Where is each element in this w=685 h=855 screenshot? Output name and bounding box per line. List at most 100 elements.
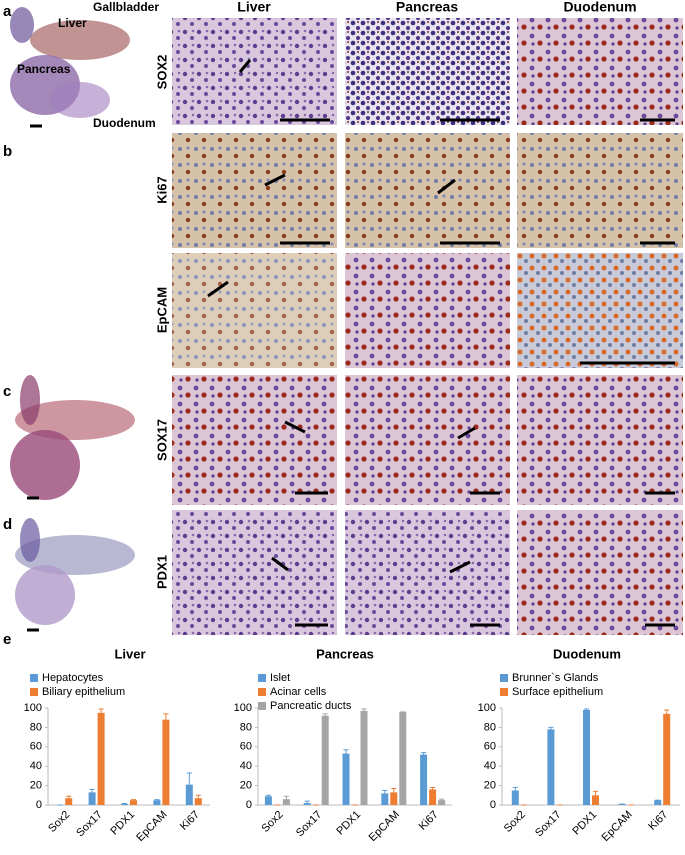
y-tick-label: 40	[484, 760, 496, 772]
bar	[342, 753, 350, 805]
bar	[381, 793, 389, 805]
row-label: PDX1	[154, 555, 169, 589]
error-bar	[265, 794, 271, 797]
panel-label: b	[3, 143, 12, 160]
y-tick-label: 0	[36, 799, 42, 811]
bar	[592, 795, 599, 805]
error-bar	[89, 788, 95, 793]
bar	[153, 800, 161, 805]
bar	[88, 792, 96, 805]
row-label: SOX17	[154, 419, 169, 461]
chart-title: Pancreas	[316, 646, 374, 661]
bar	[420, 754, 428, 805]
y-tick-label: 100	[478, 702, 496, 714]
legend-swatch	[500, 688, 508, 696]
bar	[654, 800, 662, 805]
error-bar	[283, 795, 289, 800]
legend-label: Hepatocytes	[42, 672, 104, 684]
error-bar	[421, 752, 427, 755]
legend-label: Brunner`s Glands	[512, 672, 599, 684]
legend-label: Pancreatic ducts	[270, 700, 352, 712]
y-tick-label: 40	[240, 760, 252, 772]
legend-label: Islet	[270, 672, 290, 684]
x-tick-label: EpCAM	[367, 809, 402, 844]
bar	[65, 798, 73, 805]
chart-title: Liver	[114, 646, 145, 661]
y-tick-label: 60	[240, 741, 252, 753]
bar	[429, 789, 437, 805]
bar	[185, 784, 193, 805]
error-bar	[430, 787, 436, 790]
y-tick-label: 100	[234, 702, 252, 714]
bar	[360, 710, 368, 805]
y-tick-label: 60	[30, 741, 42, 753]
error-bar	[361, 708, 367, 711]
panel-label: e	[3, 631, 11, 648]
y-tick-label: 0	[490, 799, 496, 811]
x-tick-label: PDX1	[334, 809, 363, 838]
error-bar	[343, 749, 349, 754]
error-bar	[98, 708, 104, 713]
y-tick-label: 20	[240, 780, 252, 792]
x-tick-label: Sox17	[533, 809, 564, 840]
y-tick-label: 60	[484, 741, 496, 753]
legend-swatch	[258, 688, 266, 696]
bar	[321, 715, 329, 805]
x-tick-label: Sox2	[46, 809, 72, 835]
bar	[194, 798, 202, 805]
y-tick-label: 40	[30, 760, 42, 772]
bar	[130, 800, 137, 805]
error-bar	[304, 800, 310, 804]
micrographs	[172, 18, 683, 635]
error-bar	[439, 798, 445, 801]
panel-label: c	[3, 383, 11, 400]
error-bar	[66, 795, 72, 799]
overview-images	[10, 7, 135, 632]
y-tick-label: 20	[30, 780, 42, 792]
y-tick-label: 80	[240, 721, 252, 733]
bar	[303, 803, 311, 805]
legend-label: Biliary epithelium	[42, 686, 125, 698]
bar	[121, 804, 128, 805]
y-tick-label: 100	[24, 702, 42, 714]
x-tick-label: EpCAM	[134, 809, 169, 844]
column-header: Duodenum	[563, 0, 636, 15]
legend-swatch	[500, 674, 508, 682]
error-bar	[322, 713, 328, 716]
x-tick-label: PDX1	[108, 809, 137, 838]
bar	[162, 719, 170, 805]
y-tick-label: 0	[246, 799, 252, 811]
bar	[390, 792, 398, 805]
error-bar	[163, 713, 169, 720]
panel-label: d	[3, 516, 12, 533]
legend-label: Surface epithelium	[512, 686, 603, 698]
legend-swatch	[30, 674, 38, 682]
bar	[583, 709, 590, 805]
bar	[282, 799, 290, 805]
x-tick-label: Ki67	[178, 809, 202, 833]
overview-label: Duodenum	[93, 116, 156, 130]
legend-swatch	[258, 674, 266, 682]
bar	[399, 711, 407, 805]
overview-label: Liver	[58, 16, 87, 30]
bar	[438, 800, 446, 805]
overview-label: Pancreas	[17, 62, 71, 76]
row-label: Ki67	[154, 176, 169, 203]
y-tick-label: 80	[484, 721, 496, 733]
error-bar	[664, 709, 670, 714]
x-tick-label: PDX1	[570, 809, 599, 838]
x-tick-label: Sox17	[74, 809, 105, 840]
column-header: Pancreas	[396, 0, 458, 15]
error-bar	[512, 787, 518, 791]
error-bar	[548, 726, 554, 730]
error-bar	[186, 772, 192, 785]
legend-swatch	[30, 688, 38, 696]
bar	[663, 713, 671, 805]
error-bar	[195, 794, 201, 799]
panel-label: a	[3, 3, 12, 20]
bar	[511, 790, 519, 805]
chart-title: Duodenum	[553, 646, 621, 661]
y-tick-label: 20	[484, 780, 496, 792]
x-tick-label: Sox17	[294, 809, 325, 840]
